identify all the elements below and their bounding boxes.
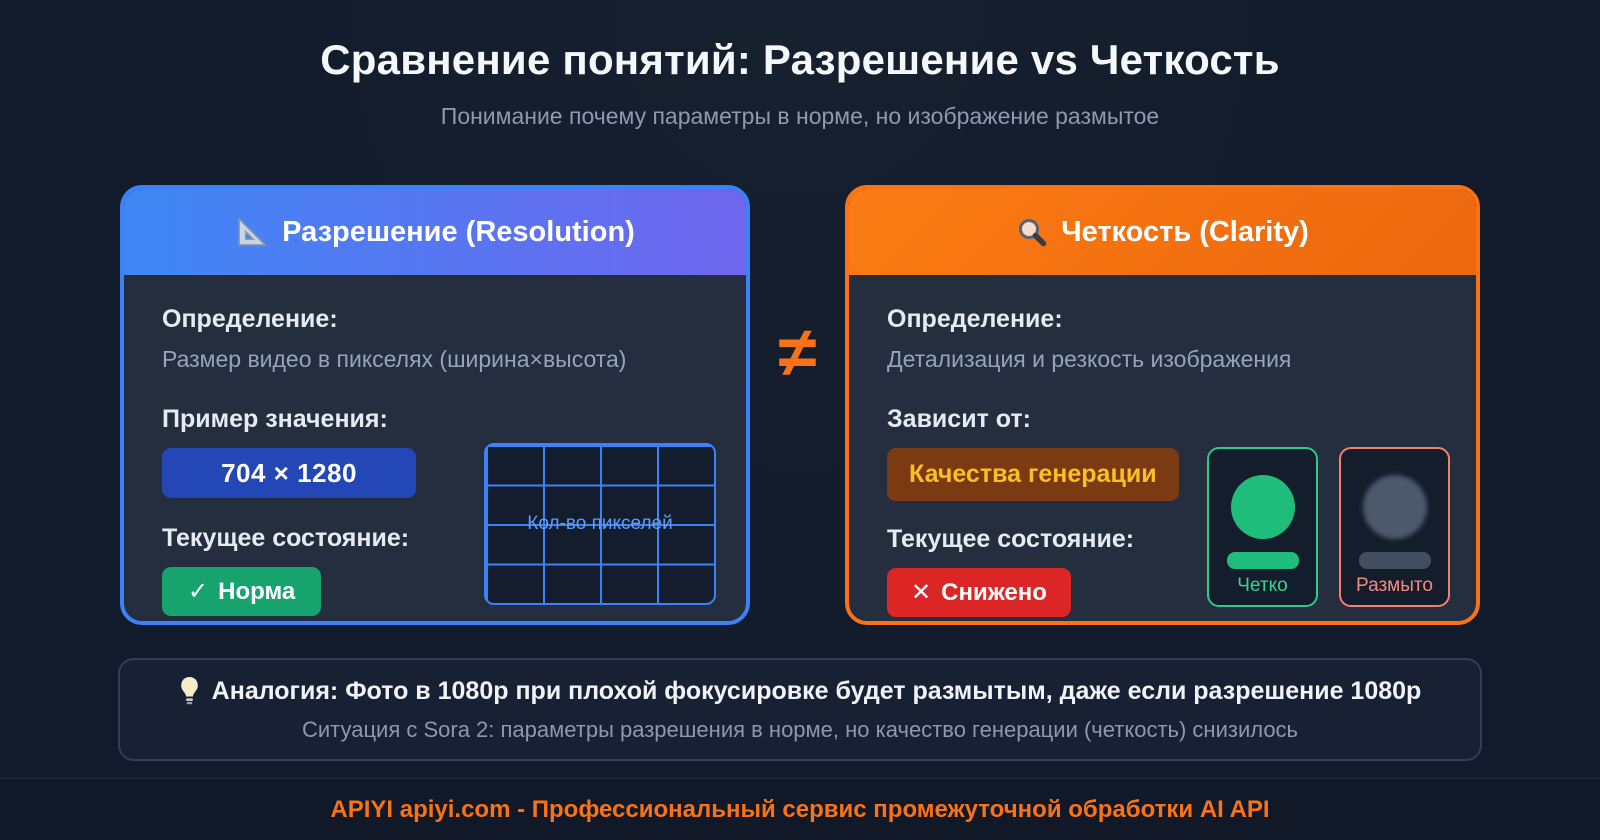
- definition-text: Размер видео в пикселях (ширина×высота): [162, 346, 627, 372]
- magnifier-icon: [1016, 216, 1048, 248]
- blurry-bar-icon: [1358, 552, 1431, 569]
- footer-text: APIYI apiyi.com - Профессиональный серви…: [330, 795, 1270, 823]
- resolution-state-badge: ✓ Норма: [162, 567, 322, 616]
- resolution-card-header: Разрешение (Resolution): [124, 189, 746, 275]
- not-equal-symbol: ≠: [778, 313, 817, 391]
- definition-text: Детализация и резкость изображения: [887, 346, 1292, 372]
- sharp-label: Четко: [1237, 575, 1288, 596]
- cross-icon: ✕: [911, 579, 932, 606]
- resolution-card: Разрешение (Resolution) Определение: Раз…: [120, 185, 750, 625]
- resolution-card-title: Разрешение (Resolution): [282, 215, 635, 248]
- triangle-ruler-icon: [235, 215, 269, 249]
- resolution-card-body: Определение: Размер видео в пикселях (ши…: [124, 275, 746, 621]
- clarity-examples: Четко Размыто: [1207, 447, 1450, 607]
- clarity-state-badge: ✕ Снижено: [887, 568, 1071, 617]
- sharp-circle-icon: [1230, 475, 1295, 539]
- blurry-label: Размыто: [1356, 575, 1433, 596]
- sharp-bar-icon: [1226, 552, 1299, 569]
- analogy-headline: Аналогия: Фото в 1080p при плохой фокуси…: [211, 676, 1422, 705]
- pixel-grid-caption: Кол-во пикселей: [527, 513, 673, 534]
- depends-label: Зависит от:: [887, 405, 1031, 433]
- definition-label: Определение:: [887, 305, 1063, 333]
- resolution-state-text: Норма: [218, 577, 296, 605]
- state-label: Текущее состояние:: [887, 525, 1135, 553]
- lightbulb-icon: [179, 676, 200, 706]
- state-label: Текущее состояние:: [162, 524, 410, 552]
- clarity-card-body: Определение: Детализация и резкость изоб…: [849, 275, 1476, 621]
- footer: APIYI apiyi.com - Профессиональный серви…: [0, 778, 1600, 840]
- page-subtitle: Понимание почему параметры в норме, но и…: [440, 103, 1160, 129]
- analogy-detail: Ситуация с Sora 2: параметры разрешения …: [301, 717, 1299, 742]
- depends-value-badge: Качества генерации: [887, 448, 1179, 501]
- analogy-box: Аналогия: Фото в 1080p при плохой фокуси…: [118, 658, 1482, 761]
- clarity-state-text: Снижено: [941, 578, 1047, 606]
- resolution-value-badge: 704 × 1280: [162, 448, 416, 498]
- blurry-example-card: Размыто: [1339, 447, 1450, 607]
- blurry-circle-icon: [1362, 475, 1427, 539]
- clarity-card-title: Четкость (Clarity): [1061, 215, 1309, 248]
- sharp-example-card: Четко: [1207, 447, 1318, 607]
- example-label: Пример значения:: [162, 405, 388, 433]
- definition-label: Определение:: [162, 305, 338, 333]
- page-title: Сравнение понятий: Разрешение vs Четкост…: [320, 36, 1280, 83]
- analogy-headline-row: Аналогия: Фото в 1080p при плохой фокуси…: [179, 676, 1422, 706]
- clarity-card: Четкость (Clarity) Определение: Детализа…: [845, 185, 1480, 625]
- pixel-grid: Кол-во пикселей: [484, 443, 716, 605]
- clarity-card-header: Четкость (Clarity): [849, 189, 1476, 275]
- check-icon: ✓: [188, 578, 209, 605]
